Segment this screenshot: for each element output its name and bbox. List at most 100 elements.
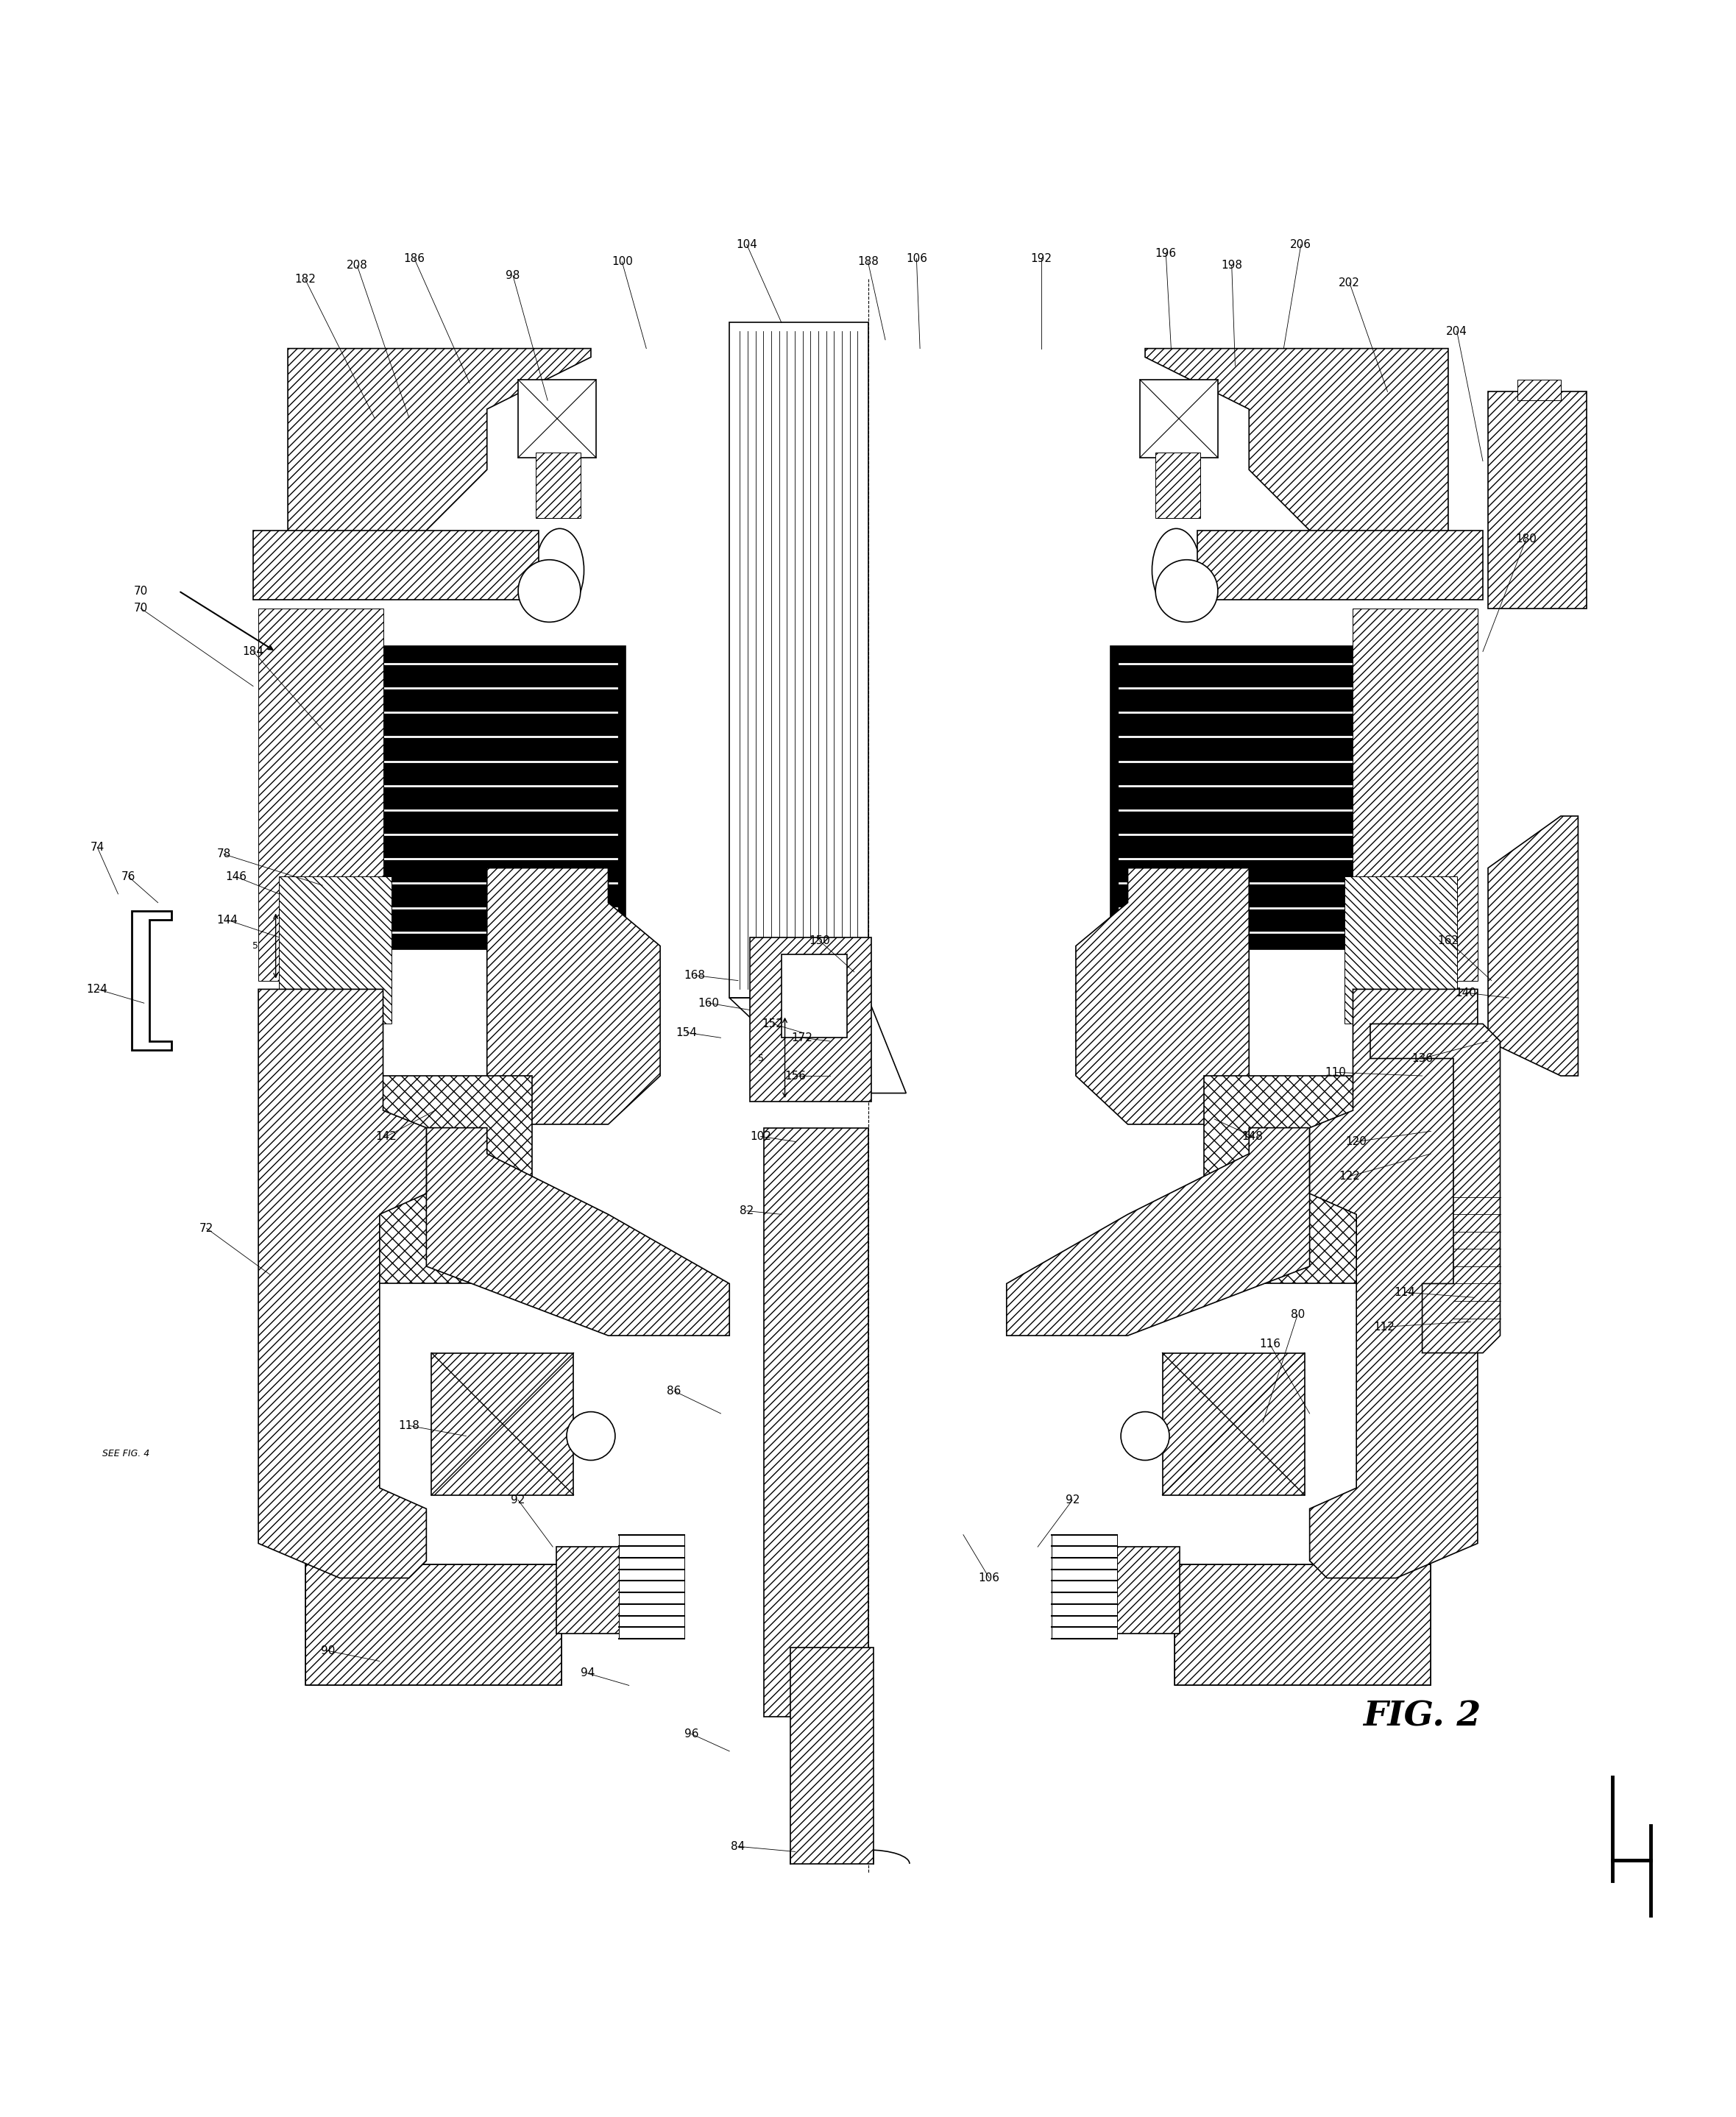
Text: 168: 168 [684,970,705,980]
Bar [432,1353,573,1495]
Text: 94: 94 [580,1668,594,1679]
Text: 102: 102 [750,1130,771,1141]
Polygon shape [1352,608,1477,980]
Polygon shape [1309,989,1477,1577]
Text: 96: 96 [684,1727,698,1740]
Text: 146: 146 [226,872,247,883]
Text: 116: 116 [1259,1338,1281,1351]
Polygon shape [729,997,906,1092]
Ellipse shape [535,529,583,612]
Text: 110: 110 [1325,1067,1345,1078]
Text: 208: 208 [347,260,368,271]
Bar [1163,1353,1304,1495]
Text: 104: 104 [736,239,757,250]
Text: 78: 78 [217,849,231,860]
Text: 140: 140 [1455,987,1476,999]
Text: 136: 136 [1411,1052,1432,1065]
Text: 72: 72 [200,1224,214,1234]
Bar [1111,1548,1180,1634]
Circle shape [566,1412,615,1461]
Text: SEE FIG. 4: SEE FIG. 4 [102,1448,149,1459]
Bar [306,1564,561,1685]
Text: 124: 124 [87,984,108,995]
Text: 184: 184 [243,646,264,656]
Text: 112: 112 [1373,1321,1394,1332]
Text: 150: 150 [809,936,830,946]
Text: 156: 156 [785,1071,806,1082]
Text: 114: 114 [1394,1287,1415,1298]
Polygon shape [279,876,392,1025]
Bar [328,1075,531,1283]
Text: 142: 142 [377,1130,398,1141]
Text: 144: 144 [217,915,238,925]
Polygon shape [427,1128,729,1336]
Text: 86: 86 [667,1385,681,1397]
Bar [1052,1535,1118,1639]
Polygon shape [1488,392,1587,608]
Text: 82: 82 [740,1205,753,1217]
Bar [306,1564,561,1685]
Text: 172: 172 [792,1033,812,1044]
Bar [781,955,847,1037]
Text: 154: 154 [675,1027,696,1037]
Text: 148: 148 [1241,1130,1264,1141]
Polygon shape [132,910,172,1050]
Text: 122: 122 [1338,1171,1359,1181]
Text: 202: 202 [1338,277,1359,288]
Bar [1111,646,1465,948]
Bar [764,1128,868,1717]
Text: FIG. 2: FIG. 2 [1363,1700,1481,1734]
Polygon shape [1076,868,1248,1124]
Text: 106: 106 [979,1573,1000,1584]
Text: 182: 182 [295,273,316,284]
Polygon shape [253,531,538,599]
Bar [1205,1075,1408,1283]
Text: 74: 74 [90,843,104,853]
Polygon shape [488,868,660,1124]
Polygon shape [1488,815,1578,1075]
Text: 186: 186 [403,252,425,265]
Text: 206: 206 [1290,239,1312,250]
Circle shape [1121,1412,1170,1461]
Text: 188: 188 [858,256,878,267]
Bar [556,1548,625,1634]
Bar [1141,379,1219,457]
Text: 92: 92 [510,1495,526,1505]
Text: 80: 80 [1290,1308,1304,1321]
Bar [790,1647,873,1863]
Bar [1175,1564,1430,1685]
Bar [1175,1564,1430,1685]
Text: 204: 204 [1446,326,1467,337]
Text: 70: 70 [134,586,148,597]
Polygon shape [1344,876,1457,1025]
Circle shape [517,559,580,622]
Bar [535,453,580,519]
Text: 118: 118 [399,1421,420,1431]
Bar [750,938,871,1101]
Text: 100: 100 [611,256,632,267]
Bar [517,379,595,457]
Text: 5: 5 [759,1054,764,1063]
Bar [271,646,625,948]
Text: 5: 5 [252,942,259,951]
Circle shape [1156,559,1219,622]
Polygon shape [288,349,590,557]
Polygon shape [259,608,384,980]
Text: 152: 152 [762,1018,783,1029]
Bar [729,322,868,997]
Text: 180: 180 [1516,533,1536,544]
Text: 70: 70 [134,603,148,614]
Ellipse shape [1153,529,1201,612]
Text: 196: 196 [1154,248,1177,258]
Text: 76: 76 [122,872,135,883]
Text: 98: 98 [505,271,521,282]
Text: 162: 162 [1437,936,1458,946]
Polygon shape [1146,349,1448,557]
Polygon shape [259,989,427,1577]
Text: 92: 92 [1066,1495,1080,1505]
Text: 120: 120 [1345,1137,1366,1147]
Bar [1156,453,1201,519]
Text: 160: 160 [698,997,719,1008]
Polygon shape [1007,1128,1309,1336]
Polygon shape [1198,531,1483,599]
